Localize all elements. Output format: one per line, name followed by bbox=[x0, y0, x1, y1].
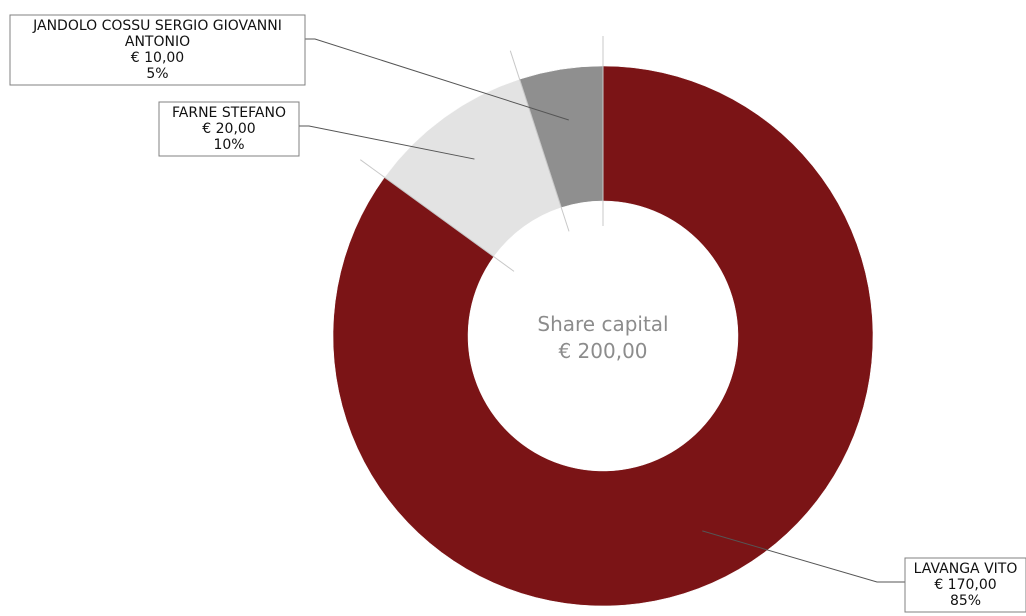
label-box bbox=[158, 101, 300, 157]
center-title: Share capital bbox=[537, 312, 668, 336]
center-label: Share capital € 200,00 bbox=[537, 312, 668, 363]
label-value: € 10,00 bbox=[131, 50, 184, 66]
leader-line bbox=[305, 38, 569, 121]
label-percent: 10% bbox=[213, 137, 244, 153]
label-name-continued: ANTONIO bbox=[125, 34, 190, 50]
leader-line bbox=[299, 125, 475, 160]
label-box bbox=[9, 14, 306, 86]
label-name: LAVANGA VITO bbox=[914, 561, 1018, 577]
label-name: JANDOLO COSSU SERGIO GIOVANNI bbox=[32, 18, 282, 34]
label-name: FARNE STEFANO bbox=[172, 105, 286, 121]
slice-boundary-line bbox=[509, 50, 570, 232]
label-box bbox=[904, 557, 1026, 613]
label-percent: 5% bbox=[146, 66, 168, 82]
leader-line bbox=[702, 530, 905, 583]
slice-boundary-line bbox=[360, 159, 515, 272]
label-value: € 20,00 bbox=[202, 121, 255, 137]
label-percent: 85% bbox=[950, 593, 981, 609]
label-value: € 170,00 bbox=[934, 577, 996, 593]
center-value: € 200,00 bbox=[558, 339, 647, 363]
chart-decor bbox=[360, 36, 604, 272]
donut-slices bbox=[332, 65, 874, 607]
slice-lavanga-vito bbox=[332, 65, 874, 607]
